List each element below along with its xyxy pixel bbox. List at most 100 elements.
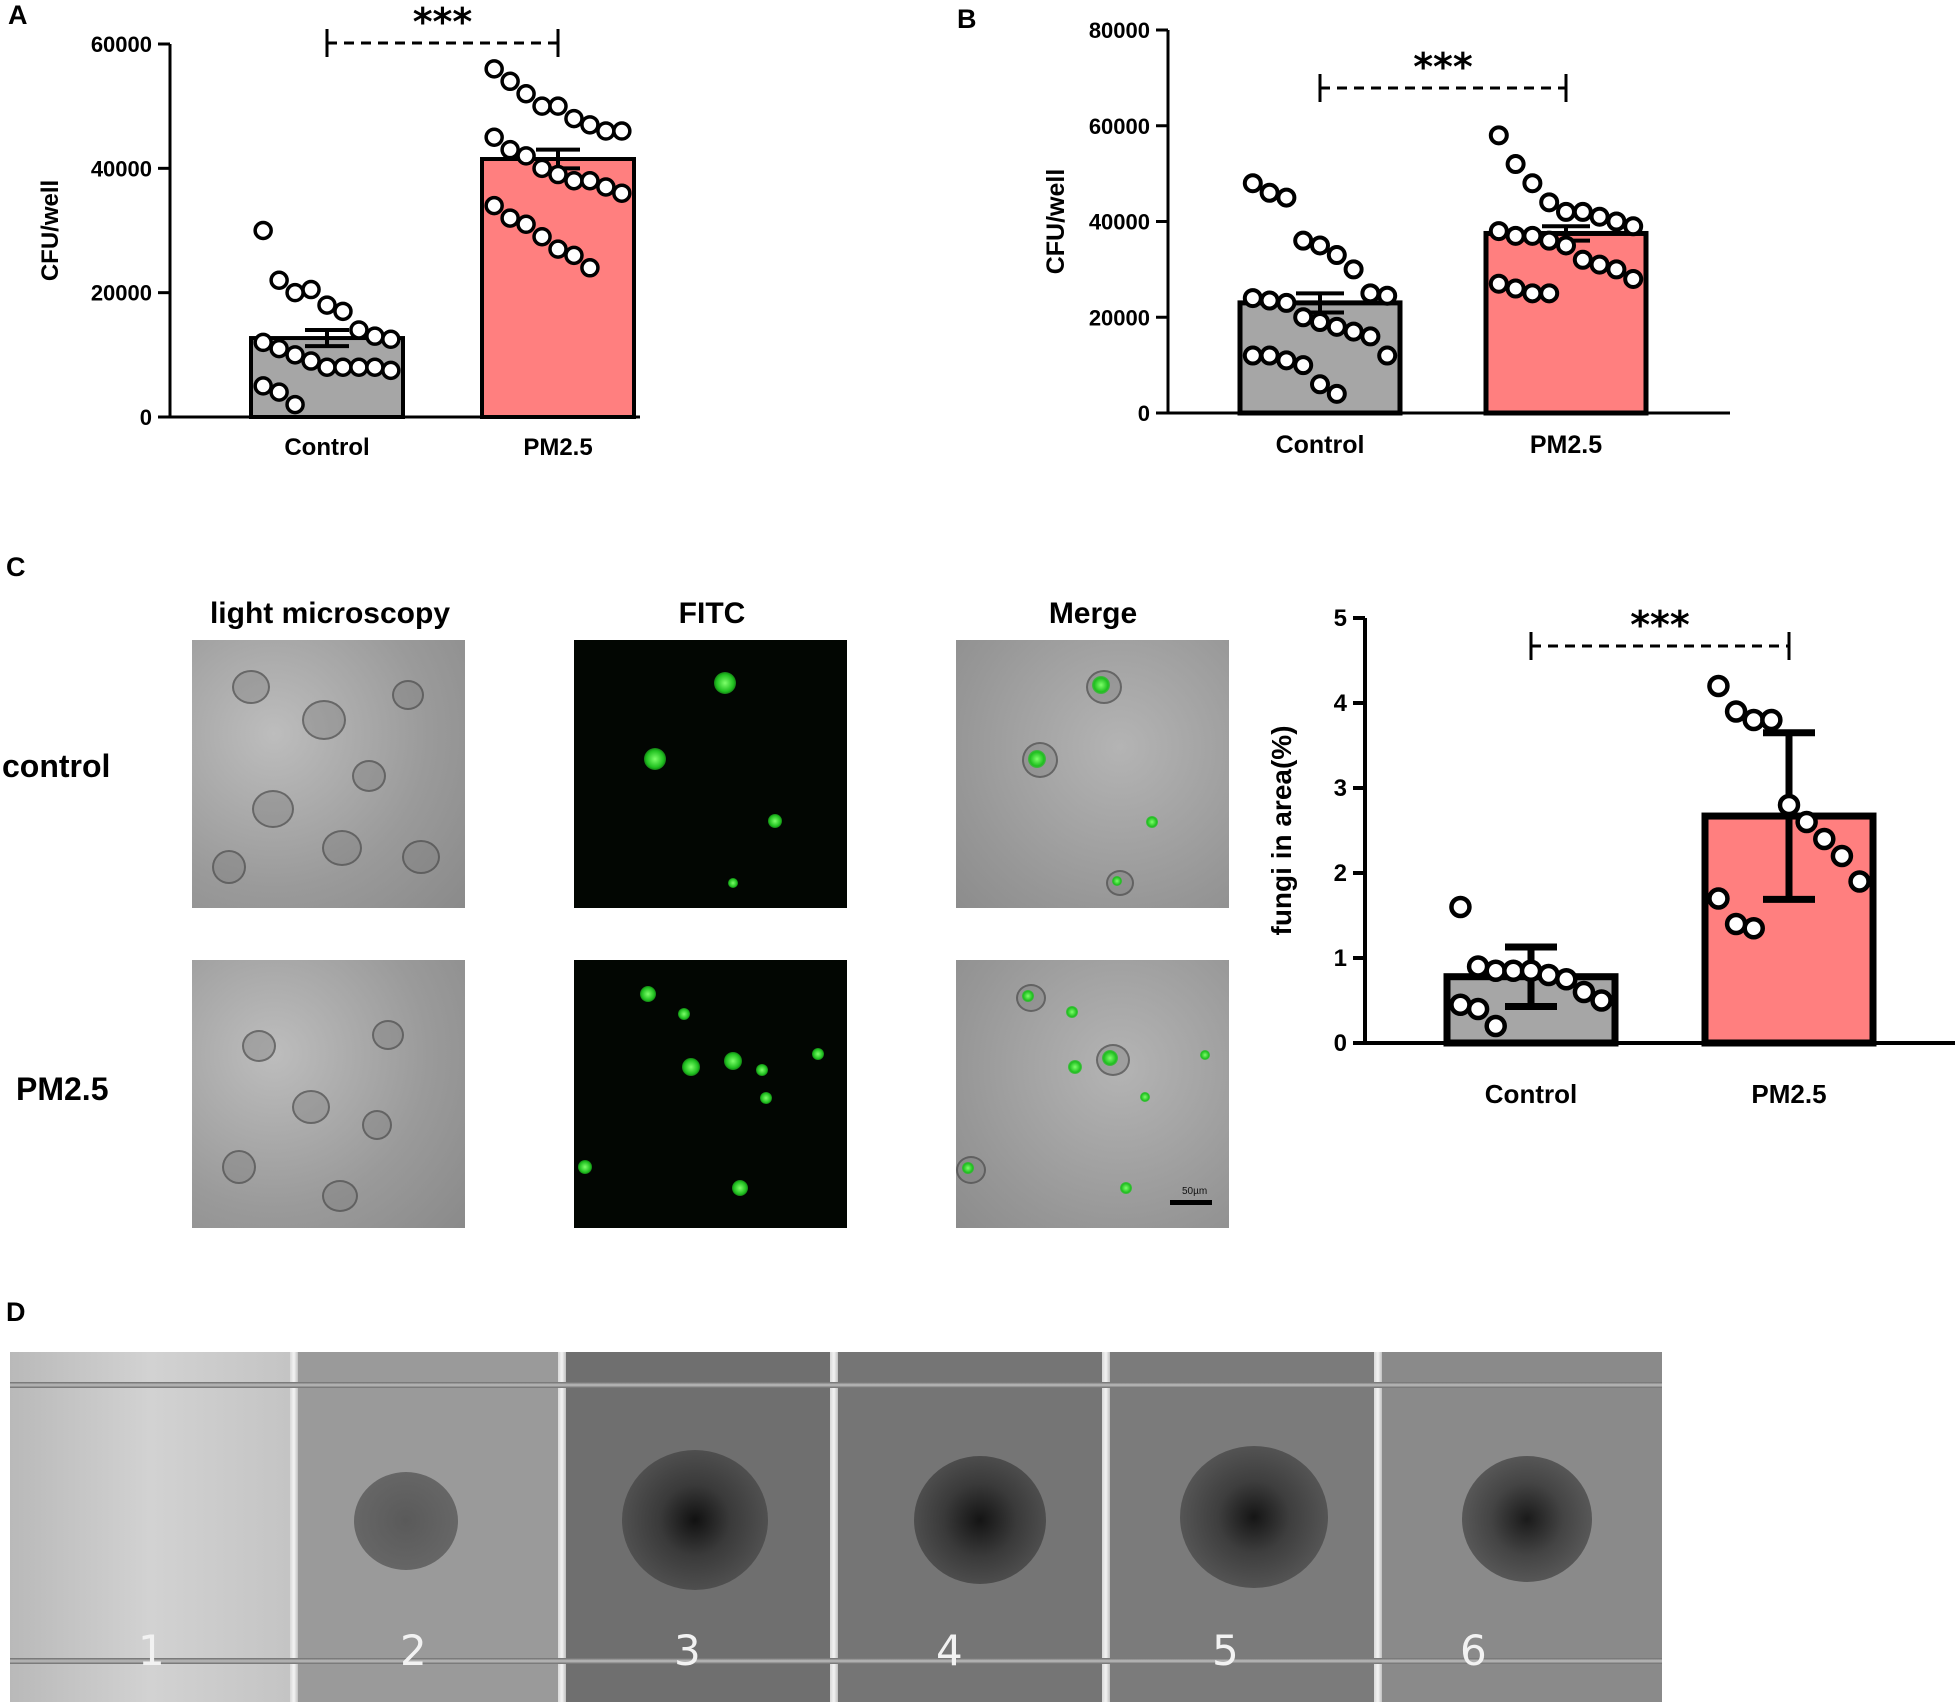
data-point bbox=[349, 320, 369, 340]
data-point bbox=[564, 245, 584, 266]
column-header-fitc: FITC bbox=[678, 597, 746, 630]
y-tick-label: 0 bbox=[1138, 401, 1150, 426]
significance-label: *** bbox=[1630, 603, 1690, 647]
data-point bbox=[596, 121, 616, 141]
y-tick-label: 20000 bbox=[91, 281, 152, 306]
data-point bbox=[365, 326, 385, 346]
y-tick-label: 3 bbox=[1334, 775, 1347, 802]
data-point bbox=[349, 357, 369, 378]
x-tick-label: PM2.5 bbox=[523, 434, 592, 461]
data-point bbox=[1539, 192, 1560, 213]
data-point bbox=[1326, 316, 1347, 337]
colony-6 bbox=[1462, 1456, 1592, 1582]
data-point bbox=[301, 279, 321, 300]
y-tick-label: 5 bbox=[1334, 605, 1347, 632]
y-tick-label: 60000 bbox=[1089, 114, 1150, 139]
data-point bbox=[1242, 345, 1263, 366]
data-point bbox=[1522, 173, 1543, 194]
data-point bbox=[1572, 980, 1596, 1004]
scale-bar bbox=[1170, 1200, 1212, 1205]
row-header-pm25: PM2.5 bbox=[16, 1071, 109, 1107]
data-point bbox=[1519, 959, 1543, 982]
colony-3 bbox=[622, 1450, 768, 1590]
data-point bbox=[484, 127, 504, 147]
data-point bbox=[1555, 968, 1578, 991]
data-point bbox=[1466, 997, 1490, 1021]
y-tick-label: 1 bbox=[1334, 945, 1347, 972]
data-point bbox=[285, 345, 305, 365]
data-point bbox=[500, 208, 520, 228]
data-point bbox=[1377, 345, 1398, 366]
data-point bbox=[500, 139, 520, 160]
data-point bbox=[1488, 125, 1509, 146]
y-axis-label: fungi in area(%) bbox=[1266, 725, 1297, 935]
chart-b: 0 20000 40000 60000 80000 CFU/well Control PM2.… bbox=[1042, 18, 1730, 459]
data-point bbox=[1276, 187, 1297, 208]
data-point bbox=[612, 183, 632, 203]
x-tick-label: Control bbox=[284, 434, 369, 461]
data-point bbox=[1293, 355, 1314, 376]
well-label-2: 2 bbox=[400, 1626, 427, 1675]
data-point bbox=[1848, 870, 1871, 893]
y-tick-label: 4 bbox=[1334, 690, 1348, 717]
panel-letter-a: A bbox=[8, 0, 28, 30]
data-point bbox=[1484, 1014, 1507, 1038]
data-point bbox=[580, 258, 600, 278]
data-point bbox=[1449, 895, 1472, 919]
data-point bbox=[580, 115, 600, 135]
data-point bbox=[1310, 312, 1330, 333]
data-point bbox=[1343, 321, 1364, 342]
data-point bbox=[317, 295, 337, 315]
data-point bbox=[1606, 211, 1627, 232]
data-point bbox=[285, 394, 305, 415]
data-point bbox=[1795, 810, 1818, 834]
data-point bbox=[484, 195, 504, 216]
y-tick-label: 2 bbox=[1334, 860, 1347, 887]
chart-c: 0 1 2 3 4 5 fungi in area(%) Control PM2.5 *** bbox=[1266, 603, 1955, 1109]
well-label-4: 4 bbox=[936, 1626, 963, 1675]
well-label-5: 5 bbox=[1212, 1626, 1239, 1675]
data-point bbox=[532, 158, 552, 179]
data-point bbox=[317, 357, 337, 378]
x-tick-label: Control bbox=[1276, 431, 1365, 459]
data-point bbox=[1259, 290, 1280, 311]
bar-pm25 bbox=[1483, 230, 1649, 416]
data-point bbox=[1742, 708, 1765, 732]
micrograph-control-merge bbox=[956, 640, 1229, 908]
micrograph-pm25-fitc bbox=[574, 960, 847, 1228]
data-point bbox=[1242, 288, 1263, 309]
data-point bbox=[548, 239, 568, 259]
data-point bbox=[1360, 283, 1381, 304]
data-point bbox=[1502, 959, 1525, 982]
data-point bbox=[1777, 793, 1801, 817]
data-point bbox=[285, 282, 305, 303]
data-point bbox=[1505, 225, 1526, 246]
data-point bbox=[1310, 235, 1330, 256]
x-tick-label: PM2.5 bbox=[1530, 431, 1602, 459]
y-tick-label: 20000 bbox=[1089, 305, 1150, 330]
data-point bbox=[333, 301, 353, 322]
y-tick-label: 80000 bbox=[1089, 18, 1150, 43]
well-label-6: 6 bbox=[1460, 1626, 1487, 1675]
data-point bbox=[301, 351, 321, 371]
data-point bbox=[1343, 259, 1364, 280]
data-point bbox=[500, 71, 520, 92]
data-point bbox=[1539, 283, 1560, 304]
data-point bbox=[1310, 374, 1330, 395]
data-point bbox=[580, 171, 600, 191]
data-point bbox=[1623, 268, 1644, 289]
y-axis-label: CFU/well bbox=[1042, 169, 1070, 275]
data-point bbox=[1572, 249, 1593, 270]
data-point bbox=[253, 220, 273, 241]
row-header-control: control bbox=[2, 748, 111, 784]
data-point bbox=[333, 357, 353, 378]
data-point bbox=[1276, 350, 1297, 371]
data-point bbox=[253, 332, 273, 353]
data-point bbox=[1276, 292, 1297, 313]
colony-5 bbox=[1180, 1446, 1328, 1588]
data-point bbox=[1505, 154, 1526, 175]
data-point bbox=[381, 360, 401, 381]
column-header-merge: Merge bbox=[1048, 597, 1138, 630]
data-point bbox=[1590, 989, 1613, 1012]
data-point bbox=[1707, 887, 1730, 910]
